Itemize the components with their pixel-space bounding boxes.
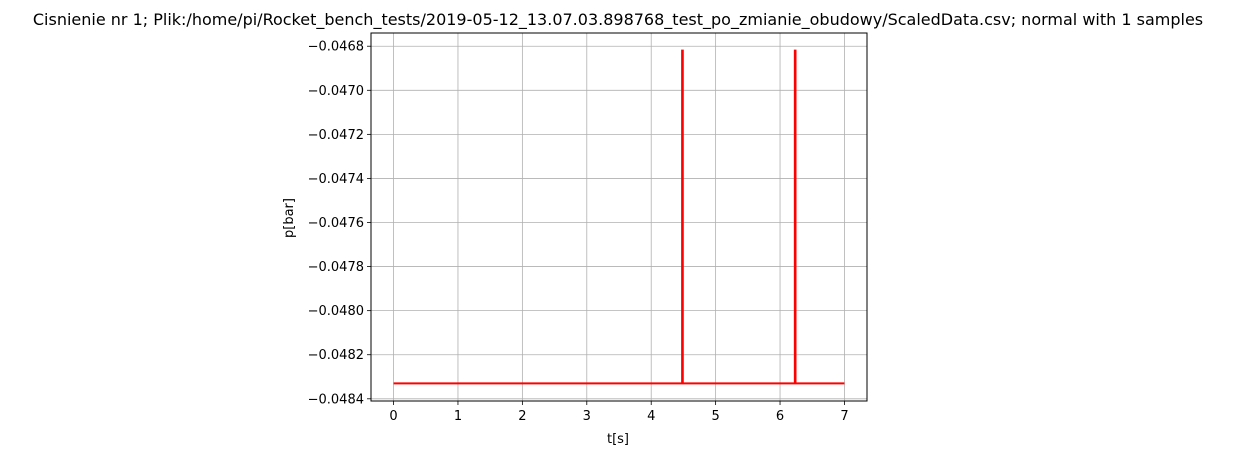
- x-tick-label: 0: [389, 409, 397, 424]
- x-tick-label: 7: [840, 409, 848, 424]
- y-axis-label: p[bar]: [282, 198, 297, 238]
- x-axis-ticks: 0 1 2 3 4 5 6 7: [389, 401, 849, 424]
- y-tick-label: −0.0482: [308, 348, 364, 363]
- series-layer: [393, 49, 845, 385]
- y-tick-label: −0.0472: [308, 128, 364, 143]
- x-tick-label: 6: [776, 409, 784, 424]
- x-axis-label: t[s]: [607, 432, 629, 447]
- y-tick-label: −0.0478: [308, 260, 364, 275]
- y-tick-label: −0.0476: [308, 216, 364, 231]
- plot-frame: [370, 32, 868, 402]
- y-tick-label: −0.0480: [308, 304, 364, 319]
- y-tick-label: −0.0474: [308, 172, 364, 187]
- grid: [371, 33, 867, 401]
- x-tick-label: 5: [711, 409, 719, 424]
- y-axis-ticks: −0.0484 −0.0482 −0.0480 −0.0478 −0.0476 −0.04…: [308, 40, 371, 407]
- y-tick-label: −0.0484: [308, 392, 364, 407]
- y-tick-label: −0.0468: [308, 40, 364, 55]
- x-tick-label: 3: [583, 409, 591, 424]
- y-tick-label: −0.0470: [308, 84, 364, 99]
- chart-title: Cisnienie nr 1; Plik:/home/pi/Rocket_ben…: [33, 10, 1203, 30]
- x-tick-label: 1: [454, 409, 462, 424]
- x-tick-label: 2: [518, 409, 526, 424]
- x-tick-label: 4: [647, 409, 655, 424]
- series-line: [393, 49, 845, 385]
